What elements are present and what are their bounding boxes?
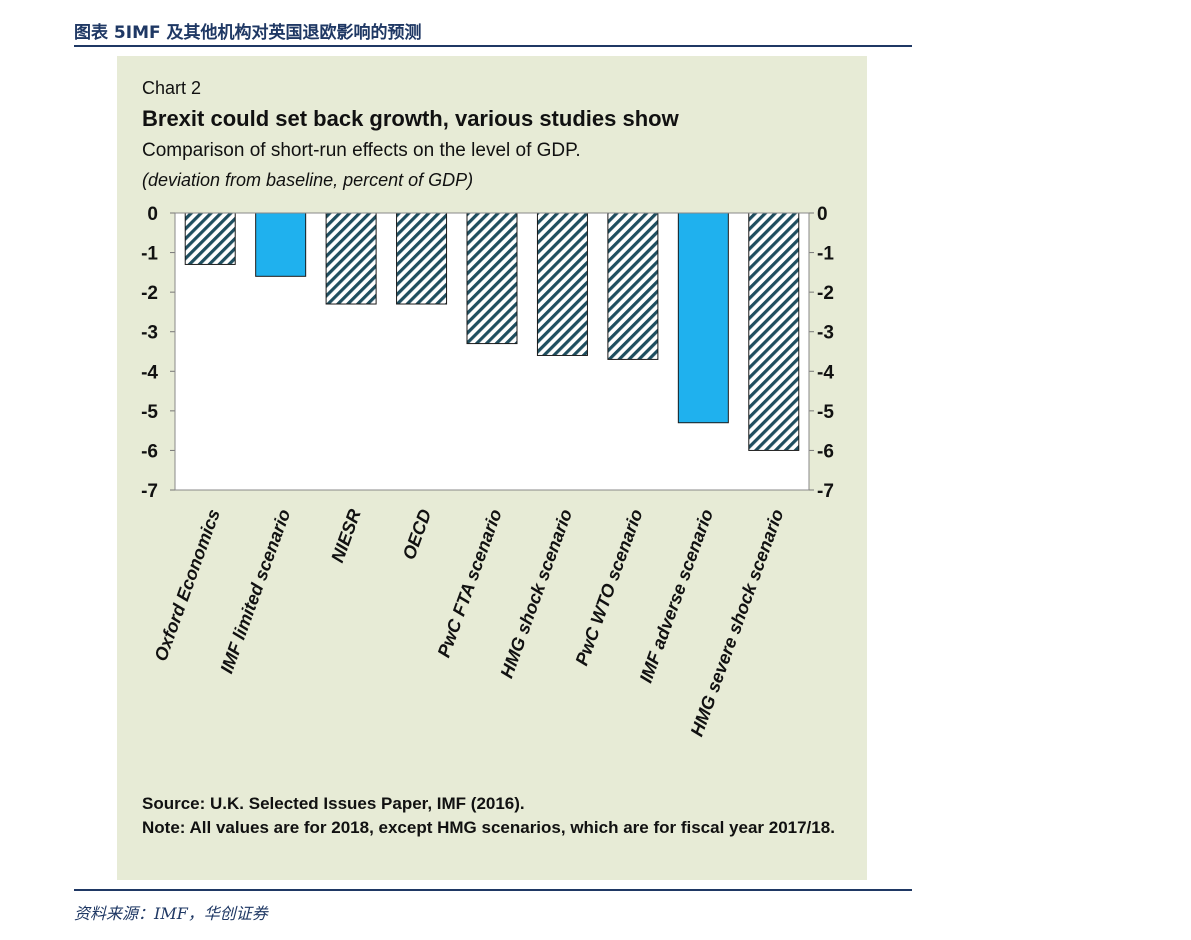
x-category-label: PwC FTA scenario xyxy=(434,507,506,660)
source-footer: 资料来源：IMF，华创证券 xyxy=(74,904,268,923)
chart-title: Brexit could set back growth, various st… xyxy=(142,106,679,131)
y-tick-label-right: 0 xyxy=(817,204,828,225)
x-category-label: IMF limited scenario xyxy=(216,507,294,676)
y-tick-label-left: -1 xyxy=(141,244,158,265)
bar-2 xyxy=(325,212,377,305)
y-tick-label-right: -6 xyxy=(817,441,834,462)
bar-4 xyxy=(466,212,518,345)
bar-5 xyxy=(536,212,588,356)
x-category-label: NIESR xyxy=(327,507,365,566)
x-category-label: HMG shock scenario xyxy=(497,507,577,681)
y-tick-label-left: 0 xyxy=(147,204,158,225)
x-category-label: OECD xyxy=(399,507,436,563)
chart-source: Source: U.K. Selected Issues Paper, IMF … xyxy=(142,794,525,813)
y-tick-label-right: -2 xyxy=(817,283,834,304)
y-tick-label-left: -3 xyxy=(141,323,158,344)
chart-unit-note: (deviation from baseline, percent of GDP… xyxy=(142,170,474,190)
y-tick-label-right: -3 xyxy=(817,323,834,344)
bar-3 xyxy=(396,212,448,305)
bar-chart: 0 0 -1 -1 -2 -2 -3 -3 -4 -4 -5 -5 -6 -6 -7 -7 Oxford Eco… xyxy=(141,204,834,739)
chart-note: Note: All values are for 2018, except HM… xyxy=(142,818,835,837)
y-tick-label-left: -4 xyxy=(141,362,158,383)
bottom-divider xyxy=(74,889,912,891)
bar-7 xyxy=(677,212,729,424)
y-tick-label-right: -5 xyxy=(817,402,834,423)
top-divider xyxy=(74,45,912,47)
y-tick-label-right: -4 xyxy=(817,362,834,383)
x-category-label: Oxford Economics xyxy=(150,507,224,664)
bar-8 xyxy=(748,212,800,451)
bar-1 xyxy=(255,212,307,277)
y-tick-label-right: -1 xyxy=(817,244,834,265)
y-tick-label-right: -7 xyxy=(817,481,834,502)
chart-subtitle: Comparison of short-run effects on the l… xyxy=(142,140,581,161)
y-tick-label-left: -6 xyxy=(141,441,158,462)
x-category-label: IMF adverse scenario xyxy=(636,507,717,686)
chart-notes: Source: U.K. Selected Issues Paper, IMF … xyxy=(142,792,842,840)
x-category-label: PwC WTO scenario xyxy=(572,507,647,669)
bar-0 xyxy=(184,212,236,265)
bar-6 xyxy=(607,212,659,360)
figure-caption: 图表 5IMF 及其他机构对英国退欧影响的预测 xyxy=(74,23,422,43)
y-tick-label-left: -7 xyxy=(141,481,158,502)
chart-panel: Chart 2 Brexit could set back growth, va… xyxy=(117,56,867,880)
y-tick-label-left: -2 xyxy=(141,283,158,304)
y-tick-label-left: -5 xyxy=(141,402,158,423)
chart-number: Chart 2 xyxy=(142,78,202,98)
